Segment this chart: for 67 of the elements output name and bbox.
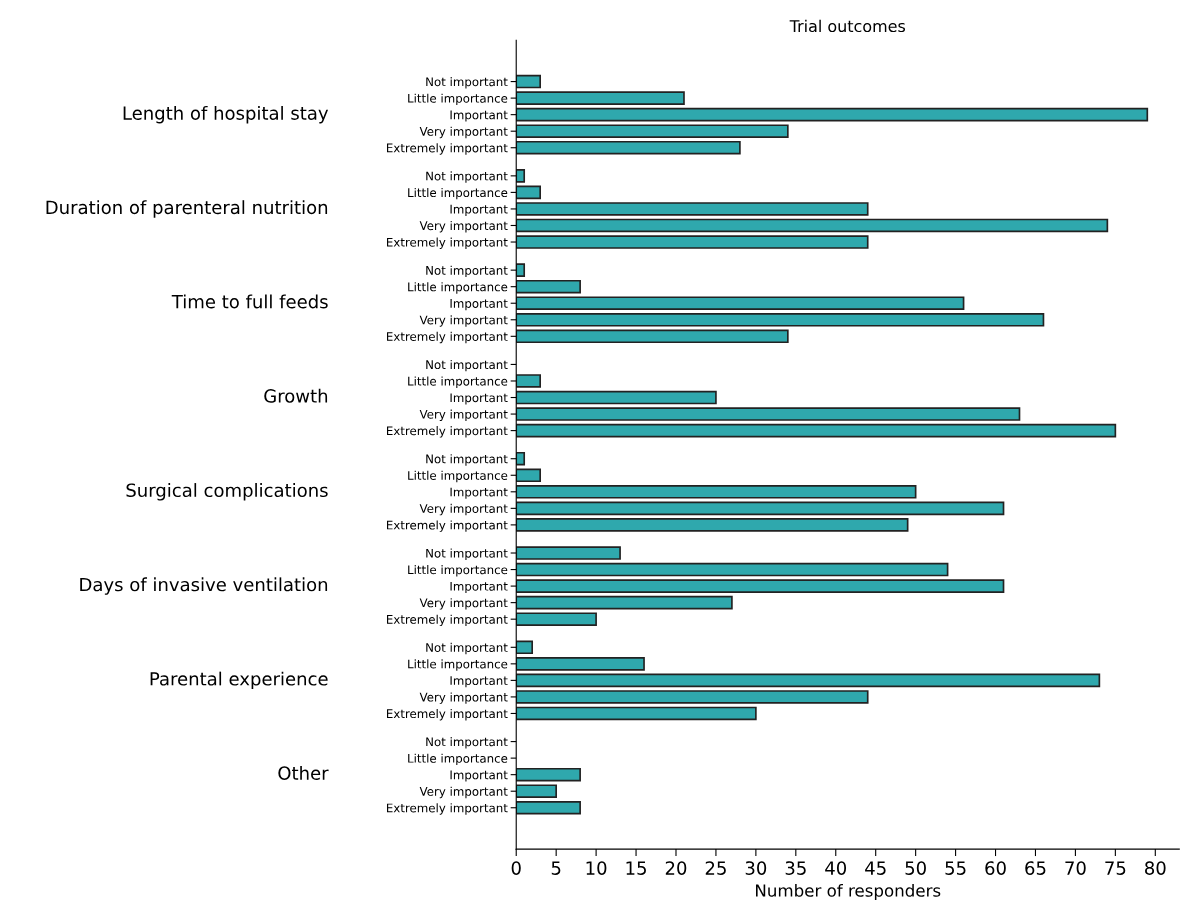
y-tick-label: Important [450,676,508,688]
y-tick-label: Not important [426,454,508,466]
y-tick-label: Important [450,770,508,782]
x-tick-label: 0 [511,861,521,875]
y-tick-label: Important [450,393,508,405]
x-tick-label: 50 [905,861,926,875]
y-tick-label: Very important [419,315,508,327]
text: Time to full feeds [171,294,328,309]
text: Parental experience [150,671,328,690]
y-tick-label: Not important [426,77,508,89]
y-tick-label: Very important [419,221,508,233]
x-tick-label: 35 [785,861,806,875]
text: Duration of parenteral nutrition [46,200,328,218]
x-tick-label: 65 [1025,861,1046,875]
y-tick-label: Little importance [408,187,508,200]
x-tick-label: 75 [1105,861,1126,875]
x-tick-label: 60 [985,861,1006,875]
x-tick-label: 70 [1065,861,1086,875]
x-tick-label: 25 [705,861,726,875]
x-tick-label: 5 [551,861,561,875]
y-tick-label: Extremely important [387,803,508,815]
x-tick-label: 55 [945,861,966,875]
y-tick-label: Little importance [408,470,508,483]
y-tick-label: Not important [426,642,508,655]
x-tick-label: 15 [626,861,646,875]
y-tick-label: Little importance [408,376,508,388]
y-tick-label: Little importance [408,753,508,766]
y-tick-label: Not important [426,171,508,183]
y-tick-label: Very important [419,598,508,610]
y-tick-label: Extremely important [387,708,508,721]
text: Other [278,765,329,780]
x-tick-label: 40 [825,861,847,875]
y-tick-label: Very important [419,126,508,139]
y-tick-label: Extremely important [387,143,508,155]
x-tick-label: 20 [665,861,687,875]
y-tick-label: Important [450,581,508,594]
y-tick-label: Little importance [408,659,508,671]
y-tick-label: Very important [419,503,508,516]
y-tick-label: Extremely important [387,520,508,532]
y-tick-label: Very important [419,786,508,799]
y-tick-label: Very important [419,409,508,421]
y-tick-label: Important [450,487,508,499]
y-tick-label: Not important [426,548,508,560]
text: Growth [264,388,328,403]
chart-title: Trial outcomes [789,19,906,33]
y-tick-label: Important [450,204,508,216]
y-tick-label: Important [450,299,508,311]
y-tick-label: Important [450,110,508,122]
y-tick-label: Not important [426,265,508,278]
text: Days of invasive ventilation [80,577,328,595]
x-tick-label: 10 [586,861,607,875]
text: Length of hospital stay [123,105,329,124]
y-tick-label: Very important [419,692,508,704]
x-axis-title: Number of responders [756,883,941,901]
y-tick-label: Extremely important [387,237,508,249]
y-tick-label: Not important [426,737,508,749]
y-tick-label: Not important [426,359,508,372]
x-tick-label: 80 [1145,861,1166,875]
y-tick-label: Extremely important [387,614,508,627]
y-tick-label: Little importance [408,93,508,106]
y-tick-label: Little importance [408,282,508,294]
x-tick-label: 30 [745,861,767,875]
y-tick-label: Extremely important [387,426,508,438]
y-tick-label: Extremely important [387,331,508,344]
x-tick-label: 45 [865,861,886,875]
text: Surgical complications [126,483,328,501]
y-tick-label: Little importance [408,565,508,577]
